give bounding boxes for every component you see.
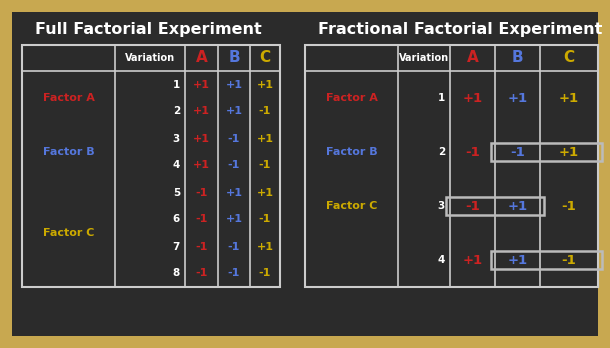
Text: +1: +1 — [193, 79, 210, 89]
Text: -1: -1 — [562, 199, 576, 213]
Text: +1: +1 — [462, 92, 483, 104]
Text: -1: -1 — [259, 106, 271, 117]
Text: Factor C: Factor C — [326, 201, 377, 211]
Text: Factor A: Factor A — [43, 93, 95, 103]
Text: -1: -1 — [228, 269, 240, 278]
Text: 3: 3 — [438, 201, 445, 211]
Text: +1: +1 — [559, 145, 579, 158]
Text: 4: 4 — [173, 160, 180, 171]
Text: -1: -1 — [195, 188, 207, 198]
Bar — [491, 251, 602, 269]
Text: -1: -1 — [228, 134, 240, 143]
Text: -1: -1 — [195, 242, 207, 252]
Text: +1: +1 — [508, 92, 528, 104]
Text: +1: +1 — [193, 134, 210, 143]
Text: -1: -1 — [195, 214, 207, 224]
Text: +1: +1 — [193, 106, 210, 117]
Text: -1: -1 — [259, 160, 271, 171]
Text: Variation: Variation — [125, 53, 175, 63]
Text: +1: +1 — [193, 160, 210, 171]
Text: -1: -1 — [259, 214, 271, 224]
Text: Variation: Variation — [399, 53, 449, 63]
Text: +1: +1 — [226, 214, 243, 224]
Text: 6: 6 — [173, 214, 180, 224]
Text: Factor C: Factor C — [43, 228, 94, 238]
Text: A: A — [467, 50, 478, 65]
Text: +1: +1 — [226, 79, 243, 89]
Text: 1: 1 — [438, 93, 445, 103]
Text: 3: 3 — [173, 134, 180, 143]
Text: -1: -1 — [465, 199, 480, 213]
Text: 7: 7 — [173, 242, 180, 252]
Text: +1: +1 — [462, 253, 483, 267]
Text: Fractional Factorial Experiment: Fractional Factorial Experiment — [318, 22, 602, 37]
Text: +1: +1 — [256, 188, 273, 198]
Text: -1: -1 — [259, 269, 271, 278]
Text: +1: +1 — [226, 106, 243, 117]
Text: +1: +1 — [256, 79, 273, 89]
Bar — [446, 197, 544, 215]
Text: 2: 2 — [438, 147, 445, 157]
Text: +1: +1 — [256, 134, 273, 143]
Text: -1: -1 — [562, 253, 576, 267]
Text: 5: 5 — [173, 188, 180, 198]
Text: 1: 1 — [173, 79, 180, 89]
Text: -1: -1 — [228, 242, 240, 252]
Text: 8: 8 — [173, 269, 180, 278]
Text: A: A — [196, 50, 207, 65]
Text: Factor B: Factor B — [326, 147, 378, 157]
Text: Full Factorial Experiment: Full Factorial Experiment — [35, 22, 261, 37]
Text: C: C — [259, 50, 271, 65]
Text: +1: +1 — [256, 242, 273, 252]
Text: C: C — [564, 50, 575, 65]
Text: 2: 2 — [173, 106, 180, 117]
Text: Factor A: Factor A — [326, 93, 378, 103]
Bar — [491, 143, 602, 161]
Text: B: B — [512, 50, 523, 65]
Text: Factor B: Factor B — [43, 147, 95, 157]
Text: +1: +1 — [508, 199, 528, 213]
Text: +1: +1 — [226, 188, 243, 198]
Text: +1: +1 — [508, 253, 528, 267]
Text: -1: -1 — [228, 160, 240, 171]
Bar — [22, 45, 280, 287]
Text: -1: -1 — [195, 269, 207, 278]
Text: B: B — [228, 50, 240, 65]
Text: +1: +1 — [559, 92, 579, 104]
Text: -1: -1 — [510, 145, 525, 158]
Bar — [305, 45, 598, 287]
Text: 4: 4 — [437, 255, 445, 265]
Text: -1: -1 — [465, 145, 480, 158]
